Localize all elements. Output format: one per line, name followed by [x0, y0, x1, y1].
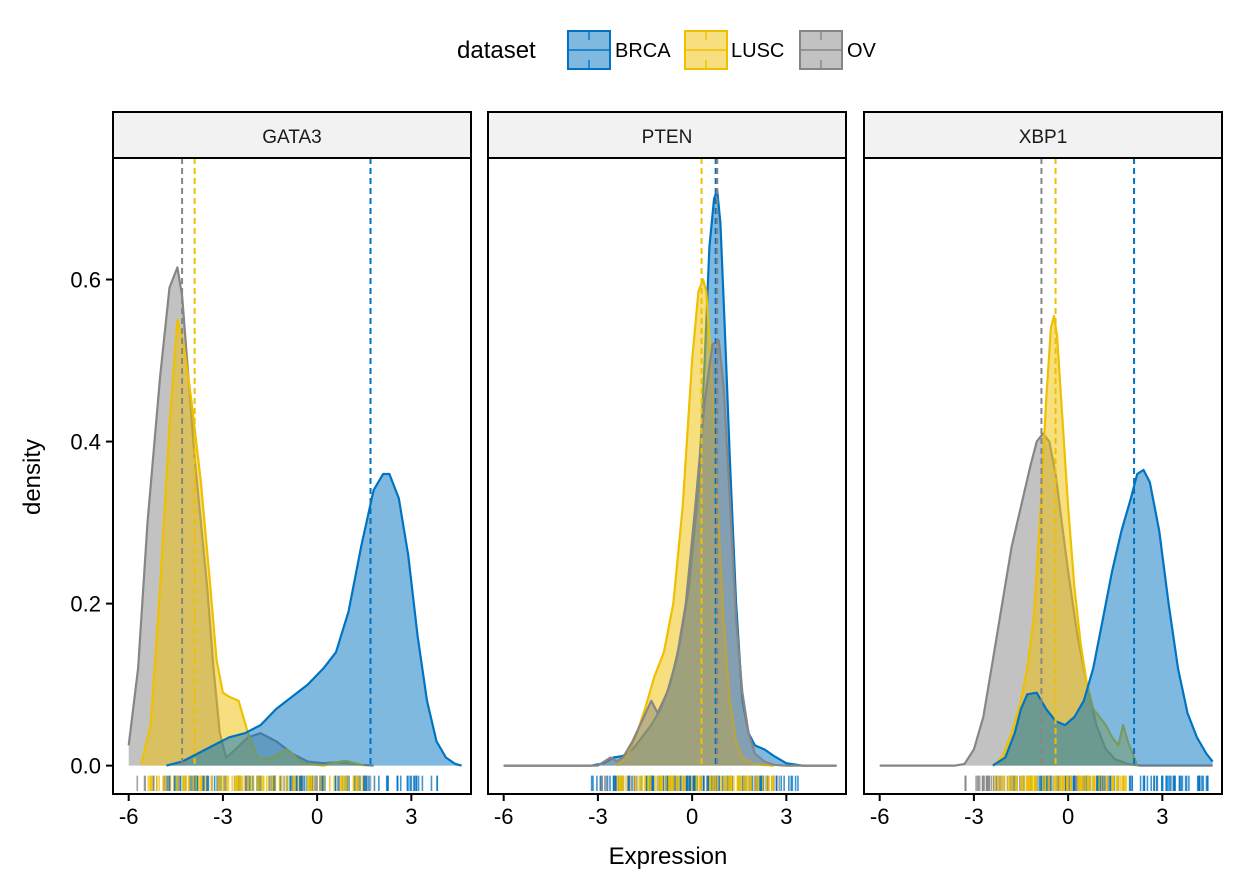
- y-tick-label: 0.0: [70, 754, 101, 779]
- density-area-xbp1-lusc: [992, 316, 1138, 766]
- x-tick-label-gata3: 0: [311, 804, 323, 829]
- legend: dataset BRCA LUSC OV: [457, 30, 877, 70]
- x-tick-label-xbp1: 3: [1156, 804, 1168, 829]
- legend-label-ov: OV: [847, 40, 877, 62]
- legend-key-lusc: [684, 30, 728, 70]
- y-tick-label: 0.6: [70, 268, 101, 293]
- strip-pten: [487, 111, 847, 159]
- x-tick-label-gata3: 3: [405, 804, 417, 829]
- density-area-gata3-brca: [166, 474, 462, 766]
- rug-pten: [590, 775, 799, 791]
- plot-layer-xbp1: [879, 158, 1214, 791]
- x-tick-label-pten: -6: [494, 804, 514, 829]
- x-tick-label-xbp1: 0: [1062, 804, 1074, 829]
- strip-xbp1: [863, 111, 1223, 159]
- panel-pten: PTEN -6 -3 0 3: [487, 111, 847, 829]
- x-tick-label-xbp1: -3: [964, 804, 984, 829]
- legend-label-brca: BRCA: [615, 40, 671, 62]
- density-area-xbp1-brca: [992, 469, 1213, 766]
- density-area-gata3-lusc: [141, 320, 365, 766]
- legend-key-ov: [799, 30, 843, 70]
- rug-gata3: [136, 775, 439, 791]
- panel-border-pten: [487, 157, 847, 795]
- x-tick-label-pten: 0: [686, 804, 698, 829]
- x-axis-title: Expression: [609, 843, 728, 870]
- x-tick-label-gata3: -3: [213, 804, 233, 829]
- plot-layer-pten: [503, 158, 837, 791]
- y-axis-title: density: [19, 439, 46, 515]
- panel-xbp1: XBP1 -6 -3 0 3: [863, 111, 1223, 829]
- panels: GATA3 -6 -3 0 3 0.0 0.2 0.4 0.6 PTEN -6 -3 0 3 XBP1 -6 -…: [70, 111, 1223, 829]
- density-line-gata3-brca: [166, 472, 462, 767]
- strip-label-pten: PTEN: [642, 127, 693, 148]
- x-tick-label-pten: -3: [588, 804, 608, 829]
- strip-label-xbp1: XBP1: [1019, 127, 1068, 148]
- strip-label-gata3: GATA3: [262, 127, 321, 148]
- panel-gata3: GATA3 -6 -3 0 3 0.0 0.2 0.4 0.6: [70, 111, 472, 829]
- rug-xbp1: [964, 775, 1209, 791]
- x-tick-label-gata3: -6: [119, 804, 139, 829]
- y-tick-label: 0.2: [70, 592, 101, 617]
- density-line-pten-ov: [503, 339, 837, 767]
- x-tick-label-pten: 3: [780, 804, 792, 829]
- legend-key-brca: [567, 30, 611, 70]
- density-line-xbp1-brca: [992, 468, 1214, 767]
- panel-border-xbp1: [863, 157, 1223, 795]
- y-tick-label: 0.4: [70, 430, 101, 455]
- panel-border-gata3: [112, 157, 472, 795]
- plot-layer-gata3: [127, 158, 462, 791]
- legend-title: dataset: [457, 37, 536, 64]
- legend-label-lusc: LUSC: [731, 40, 784, 62]
- x-tick-label-xbp1: -6: [870, 804, 890, 829]
